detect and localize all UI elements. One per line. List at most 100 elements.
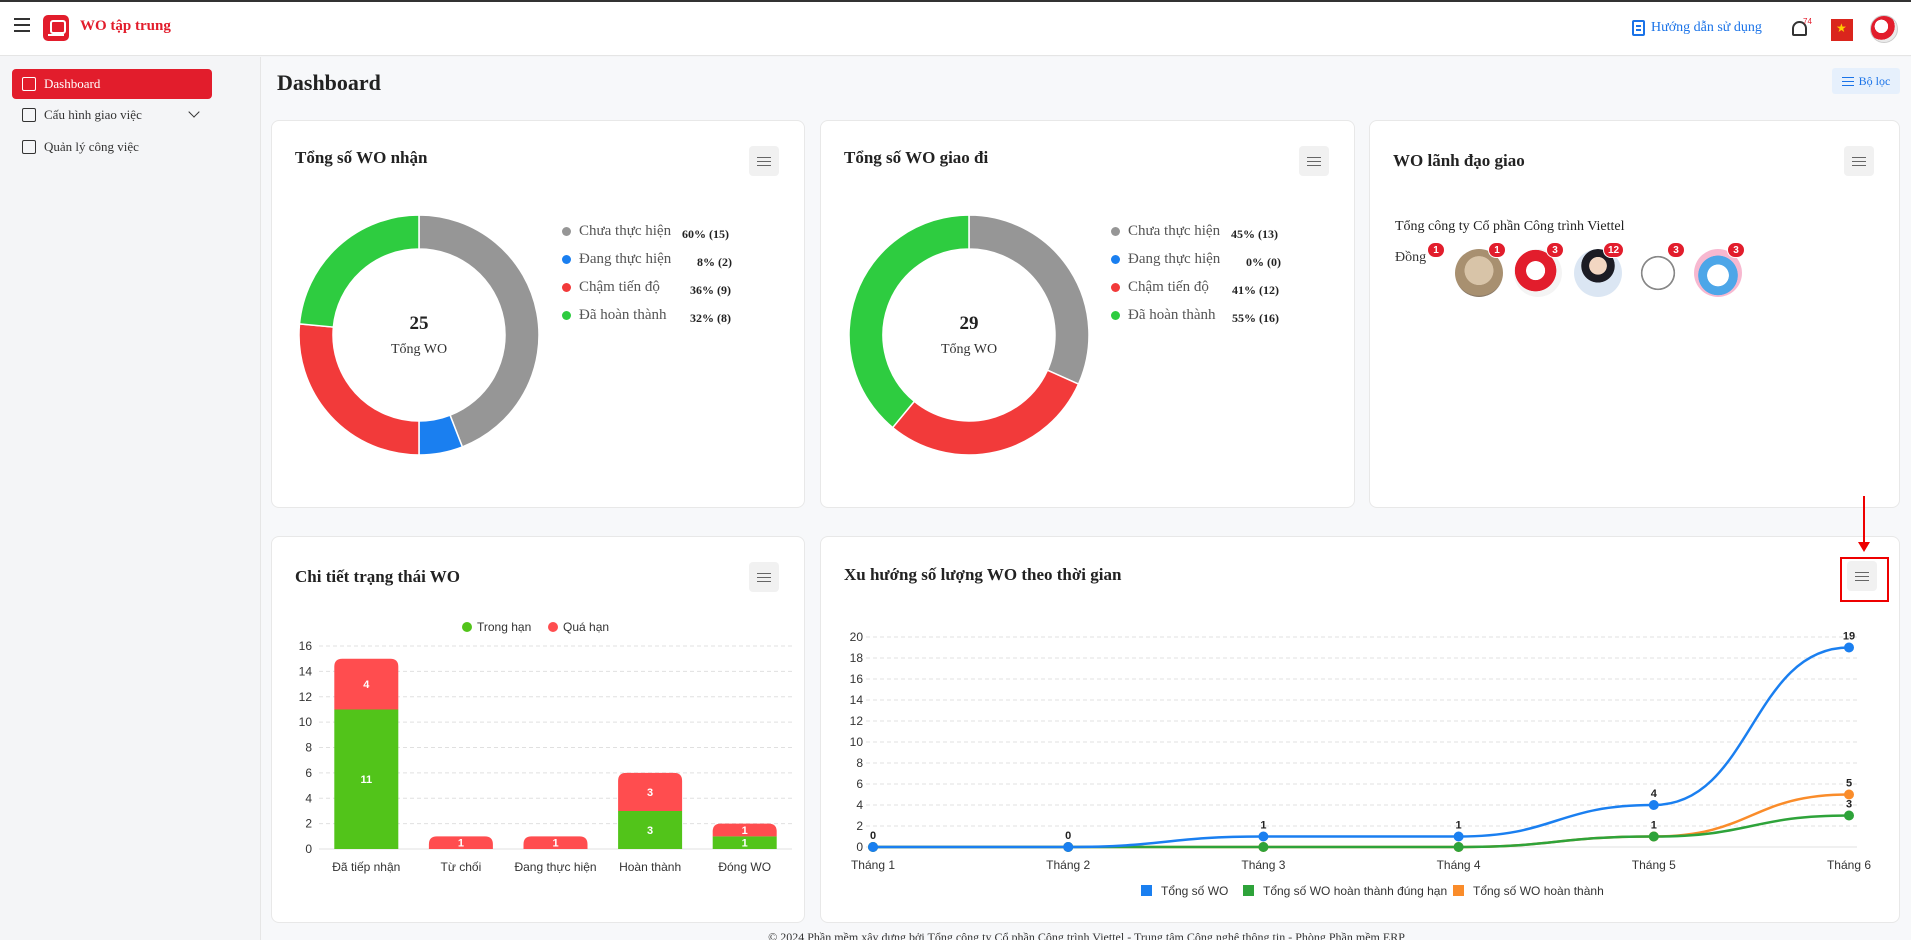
legend-label: Trong hạn bbox=[477, 620, 531, 634]
legend-item[interactable]: Chưa thực hiện bbox=[1111, 223, 1220, 240]
legend-label: Chậm tiến độ bbox=[1128, 279, 1209, 295]
leader-badge: 12 bbox=[1603, 242, 1625, 258]
legend-percent: 45% (13) bbox=[1231, 227, 1278, 241]
data-label: 3 bbox=[1846, 799, 1852, 811]
donut-chart-received bbox=[298, 214, 540, 456]
bar-segment bbox=[334, 709, 399, 849]
legend-item[interactable]: Chưa thực hiện bbox=[562, 223, 671, 240]
filter-button[interactable]: Bộ lọc bbox=[1832, 68, 1900, 94]
legend-percent: 60% (15) bbox=[682, 227, 729, 241]
legend-percent: 41% (12) bbox=[1232, 283, 1279, 297]
hamburger-menu-icon[interactable] bbox=[14, 18, 30, 32]
leader-avatar-broken[interactable]: Đồng bbox=[1395, 250, 1427, 265]
x-tick-label: Tháng 4 bbox=[1437, 858, 1481, 872]
legend-label: Tổng số WO hoàn thành bbox=[1473, 884, 1604, 898]
legend-item[interactable]: Chậm tiến độ bbox=[562, 279, 660, 296]
sliders-icon bbox=[757, 572, 771, 583]
annotation-arrow-head bbox=[1858, 542, 1870, 552]
y-tick-label: 0 bbox=[856, 840, 863, 854]
series-line bbox=[873, 646, 1850, 849]
donut-total-value: 25 bbox=[409, 313, 429, 334]
card-title: Tổng số WO giao đi bbox=[844, 148, 989, 167]
sidebar-item-task-management[interactable]: Quản lý công việc bbox=[12, 132, 212, 162]
legend-label: Quá hạn bbox=[563, 620, 609, 634]
card-title: Xu hướng số lượng WO theo thời gian bbox=[844, 565, 1122, 584]
donut-slice bbox=[968, 214, 1090, 386]
grid-icon bbox=[22, 77, 36, 91]
checklist-icon bbox=[22, 108, 36, 122]
sidebar-item-dashboard[interactable]: Dashboard bbox=[12, 69, 212, 99]
legend-swatch-icon bbox=[1453, 885, 1464, 896]
sliders-icon bbox=[1841, 76, 1854, 87]
legend-dot-icon bbox=[562, 227, 571, 236]
legend-dot-icon bbox=[1111, 255, 1120, 264]
y-tick-label: 16 bbox=[299, 639, 313, 653]
legend-dot-icon bbox=[548, 622, 558, 632]
donut-slice bbox=[298, 214, 420, 328]
data-point bbox=[1258, 842, 1269, 852]
legend-percent: 36% (9) bbox=[690, 283, 731, 297]
y-tick-label: 10 bbox=[850, 735, 864, 749]
legend-label: Chậm tiến độ bbox=[579, 279, 660, 295]
legend-dot-icon bbox=[562, 283, 571, 292]
bar-segment bbox=[712, 836, 777, 849]
donut-chart-assigned bbox=[848, 214, 1090, 456]
card-settings-button[interactable] bbox=[1299, 146, 1329, 176]
y-tick-label: 6 bbox=[856, 777, 863, 791]
donut-total-label: Tổng WO bbox=[940, 342, 998, 357]
y-tick-label: 12 bbox=[850, 714, 864, 728]
data-point bbox=[1063, 842, 1074, 852]
legend-item[interactable]: Đã hoàn thành bbox=[1111, 307, 1215, 324]
y-tick-label: 12 bbox=[299, 690, 313, 704]
legend-item[interactable]: Chậm tiến độ bbox=[1111, 279, 1209, 296]
legend-percent: 8% (2) bbox=[697, 255, 732, 269]
page-title: Dashboard bbox=[277, 70, 381, 95]
y-tick-label: 20 bbox=[850, 630, 864, 644]
bar-value-label: 1 bbox=[458, 838, 464, 850]
data-point bbox=[1648, 800, 1659, 810]
legend-dot-icon bbox=[462, 622, 472, 632]
bar-segment bbox=[618, 810, 683, 849]
x-tick-label: Tháng 2 bbox=[1046, 858, 1090, 872]
bar-segment bbox=[428, 836, 493, 849]
legend-swatch-icon bbox=[1141, 885, 1152, 896]
y-tick-label: 6 bbox=[305, 766, 312, 780]
chevron-down-icon[interactable] bbox=[188, 106, 200, 118]
card-settings-button[interactable] bbox=[749, 562, 779, 592]
data-point bbox=[1258, 831, 1269, 842]
sidebar-item-task-config[interactable]: Cấu hình giao việc bbox=[12, 100, 212, 130]
bar-segment bbox=[712, 823, 777, 837]
y-tick-label: 4 bbox=[305, 791, 312, 805]
notification-bell[interactable]: 74 bbox=[1789, 17, 1812, 42]
card-status-detail: Chi tiết trạng thái WO 0 2 4 6 8 10 12 14 16 Tron… bbox=[271, 536, 805, 923]
donut-total-value: 29 bbox=[959, 313, 979, 334]
x-tick-label: Hoàn thành bbox=[619, 860, 681, 874]
legend-dot-icon bbox=[1111, 311, 1120, 320]
legend-dot-icon bbox=[562, 311, 571, 320]
user-guide-link[interactable]: Hướng dẫn sử dụng bbox=[1632, 20, 1762, 36]
user-avatar[interactable] bbox=[1870, 15, 1898, 43]
company-name: Tổng công ty Cổ phần Công trình Viettel bbox=[1395, 219, 1625, 234]
card-settings-button[interactable] bbox=[1844, 146, 1874, 176]
y-tick-label: 4 bbox=[856, 798, 863, 812]
y-tick-label: 10 bbox=[299, 715, 313, 729]
x-tick-label: Tháng 3 bbox=[1241, 858, 1285, 872]
sidebar: Dashboard Cấu hình giao việc Quản lý côn… bbox=[0, 57, 260, 177]
legend-item[interactable]: Đang thực hiện bbox=[562, 251, 671, 268]
bar-segment bbox=[523, 836, 588, 849]
card-settings-button[interactable] bbox=[1847, 561, 1877, 591]
sliders-icon bbox=[757, 156, 771, 167]
app-title: WO tập trung bbox=[80, 18, 171, 34]
sliders-icon bbox=[1852, 156, 1866, 167]
sliders-icon bbox=[1307, 156, 1321, 167]
legend-dot-icon bbox=[562, 255, 571, 264]
legend-item[interactable]: Đang thực hiện bbox=[1111, 251, 1220, 268]
data-point bbox=[1453, 842, 1464, 852]
legend-dot-icon bbox=[1111, 227, 1120, 236]
legend-item[interactable]: Đã hoàn thành bbox=[562, 307, 666, 324]
card-settings-button[interactable] bbox=[749, 146, 779, 176]
vietnam-flag-icon[interactable] bbox=[1831, 19, 1853, 41]
data-label: 0 bbox=[870, 830, 876, 842]
annotation-highlight-box bbox=[1840, 557, 1889, 602]
